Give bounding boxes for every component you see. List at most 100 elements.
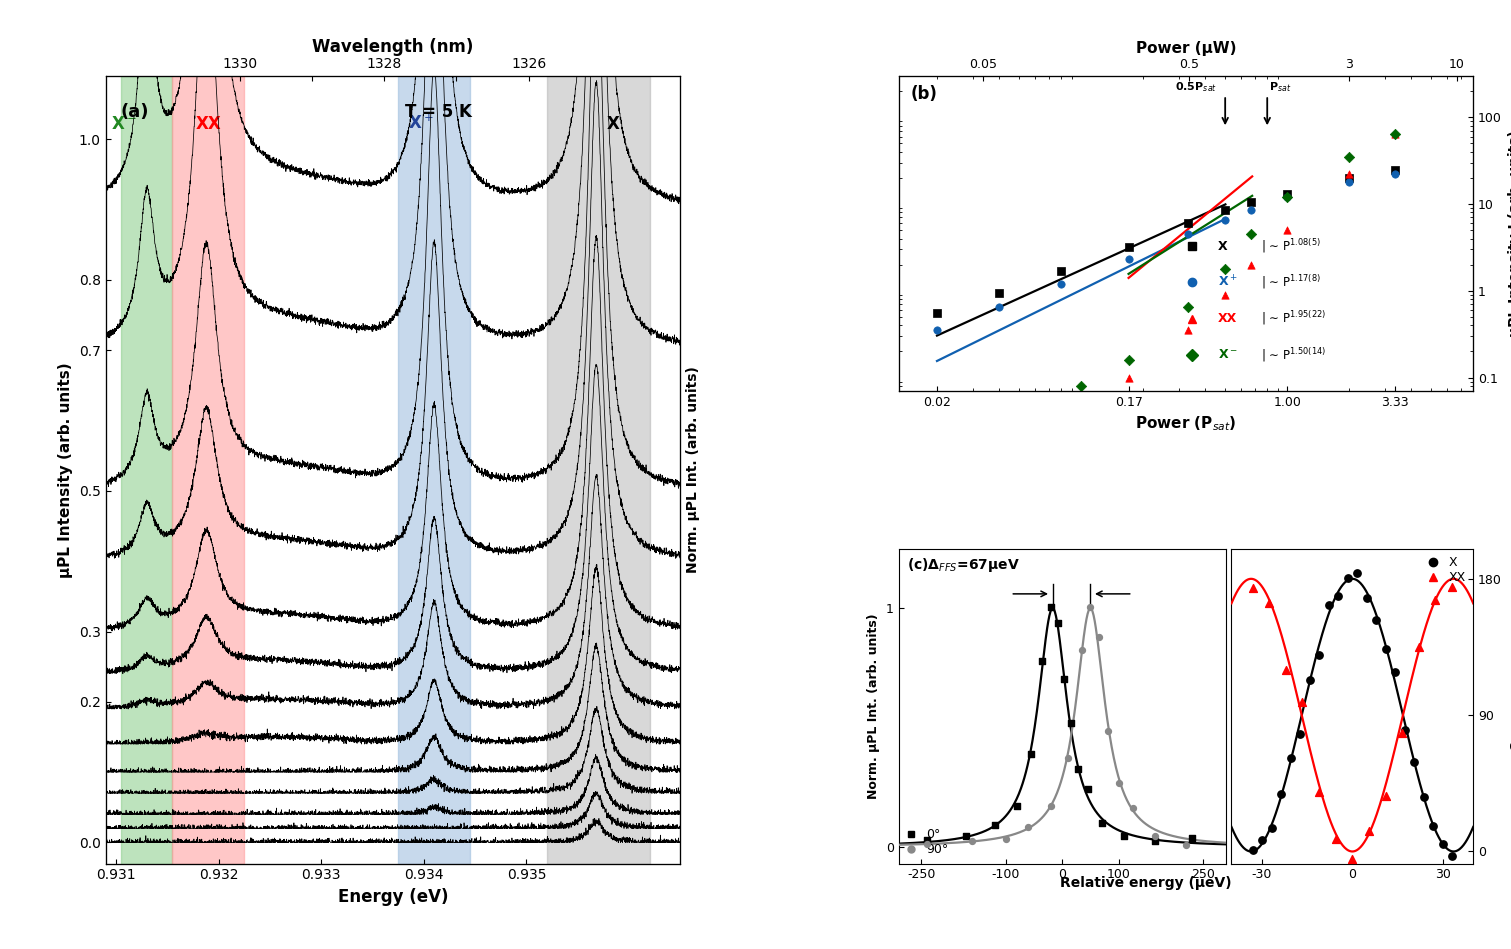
Point	[1052, 671, 1076, 686]
Y-axis label: μPL Intensity I (arb. units): μPL Intensity I (arb. units)	[1508, 130, 1511, 337]
Point	[1420, 818, 1445, 833]
Y-axis label: Norm. μPL Int. (arb. units): Norm. μPL Int. (arb. units)	[867, 613, 881, 799]
Point	[1112, 828, 1136, 844]
Point	[1117, 251, 1141, 267]
Point	[1257, 596, 1281, 611]
Point	[1307, 785, 1331, 800]
Point	[1383, 126, 1407, 141]
Point	[1117, 370, 1141, 385]
Point	[1423, 593, 1448, 608]
Point	[1336, 571, 1360, 586]
Point	[1411, 790, 1435, 805]
Point	[959, 833, 984, 848]
Point	[1298, 673, 1322, 688]
Point	[1364, 612, 1389, 627]
Point	[1327, 588, 1351, 604]
Text: X: X	[1218, 239, 1227, 252]
Text: 0.5P$_{sat}$: 0.5P$_{sat}$	[1174, 80, 1216, 94]
Point	[1260, 821, 1284, 836]
Point	[1176, 323, 1200, 338]
Point	[925, 306, 949, 321]
Point	[1239, 227, 1263, 242]
Bar	[547, 76, 650, 864]
Point	[1440, 580, 1464, 595]
Point	[1049, 276, 1073, 291]
Point	[1345, 566, 1369, 581]
Point	[925, 323, 949, 338]
Point	[1287, 726, 1312, 741]
Point	[1031, 654, 1055, 669]
X-axis label: Power (P$_{sat}$): Power (P$_{sat}$)	[1135, 415, 1236, 433]
Point	[982, 818, 1006, 833]
Point	[1117, 352, 1141, 367]
Point	[1440, 848, 1464, 864]
Point	[987, 300, 1011, 315]
Point	[1213, 288, 1238, 303]
Point	[1373, 642, 1398, 657]
Point	[1431, 837, 1455, 852]
Point	[1176, 215, 1200, 231]
Point	[1089, 815, 1114, 830]
Point	[914, 832, 938, 847]
Point	[1357, 824, 1381, 839]
Text: X$^+$: X$^+$	[1218, 274, 1238, 290]
Point	[1390, 725, 1414, 740]
Point	[1176, 300, 1200, 315]
Text: X$^-$: X$^-$	[1218, 348, 1238, 362]
Bar	[172, 76, 245, 864]
Point	[1174, 838, 1198, 853]
X-axis label: Wavelength (nm): Wavelength (nm)	[313, 38, 474, 55]
Text: X: X	[606, 115, 620, 133]
Bar	[121, 76, 172, 864]
X-axis label: Power (μW): Power (μW)	[1136, 41, 1236, 55]
Point	[1040, 798, 1064, 813]
Text: XX: XX	[196, 115, 222, 133]
Point	[1290, 695, 1315, 710]
Point	[1040, 600, 1064, 615]
Point	[1049, 263, 1073, 278]
Text: T = 5 K: T = 5 K	[405, 103, 471, 121]
Point	[1337, 171, 1361, 186]
Point	[1176, 227, 1200, 242]
Point	[1337, 149, 1361, 164]
Point	[1079, 600, 1103, 615]
Point	[1407, 640, 1431, 655]
Text: | ∼ P$^{1.95(22)}$: | ∼ P$^{1.95(22)}$	[1260, 309, 1325, 327]
Point	[1046, 616, 1070, 631]
Point	[1274, 662, 1298, 678]
Point	[1337, 167, 1361, 182]
Bar	[399, 76, 470, 864]
Point	[1241, 581, 1265, 596]
Point	[987, 285, 1011, 300]
Point	[994, 831, 1018, 847]
Text: XX: XX	[1218, 312, 1238, 325]
Point	[1275, 187, 1299, 202]
Point	[1354, 590, 1378, 605]
Point	[1275, 223, 1299, 238]
Point	[1324, 831, 1348, 847]
Y-axis label: Polarization angle (°): Polarization angle (°)	[1509, 623, 1511, 790]
Point	[1402, 754, 1426, 770]
Text: (c)Δ$_{FFS}$=67μeV: (c)Δ$_{FFS}$=67μeV	[907, 556, 1020, 574]
Point	[1241, 843, 1265, 858]
Point	[1059, 716, 1083, 731]
Point	[1106, 775, 1130, 791]
Point	[1065, 761, 1089, 776]
Point	[1275, 190, 1299, 205]
Point	[1076, 781, 1100, 796]
Point	[1180, 830, 1204, 846]
Point	[1086, 629, 1111, 644]
Point	[1097, 723, 1121, 738]
Text: | ∼ P$^{1.17(8)}$: | ∼ P$^{1.17(8)}$	[1260, 273, 1321, 291]
Legend: X, XX: X, XX	[1428, 555, 1467, 586]
Point	[1383, 167, 1407, 182]
Point	[1005, 798, 1029, 813]
Text: | ∼ P$^{1.50(14)}$: | ∼ P$^{1.50(14)}$	[1260, 345, 1325, 363]
Point	[1383, 126, 1407, 141]
Point	[1017, 819, 1041, 834]
Text: X$^-$: X$^-$	[110, 115, 136, 133]
Point	[914, 837, 938, 852]
Point	[1144, 828, 1168, 844]
Text: P$_{sat}$: P$_{sat}$	[1269, 80, 1290, 94]
Text: X$^+$: X$^+$	[408, 113, 434, 133]
